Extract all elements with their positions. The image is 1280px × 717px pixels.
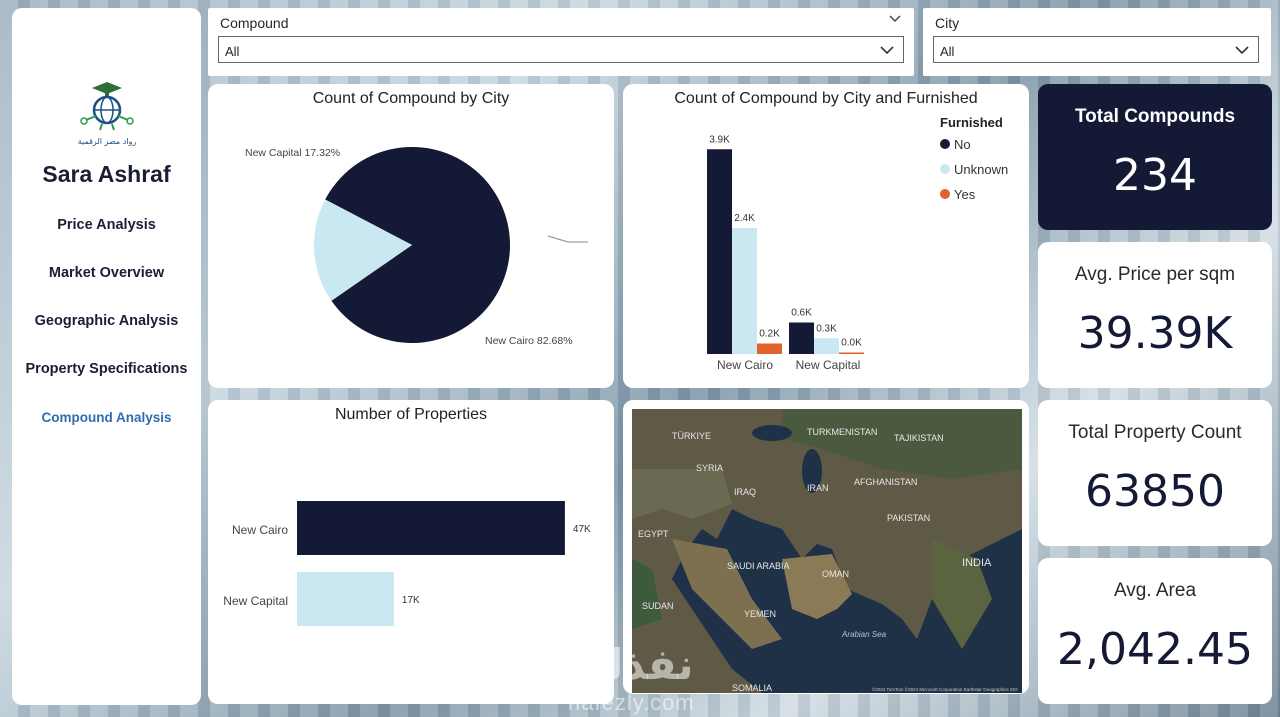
kpi-avg-price-value: 39.39K xyxy=(1077,308,1233,359)
kpi-avg-price-title: Avg. Price per sqm xyxy=(1074,264,1236,285)
pie-chart-card: Count of Compound by City New Capital 17… xyxy=(208,84,614,388)
compound-slicer-title: Compound xyxy=(220,15,289,31)
kpi-avg-area: Avg. Area 2,042.45 xyxy=(1038,558,1272,704)
map-label-arabian-sea: Arabian Sea xyxy=(841,630,887,639)
compound-dropdown-value: All xyxy=(225,44,240,59)
map-label-tajikistan: TAJIKISTAN xyxy=(894,433,944,443)
y-tick-new-capital: New Capital xyxy=(223,594,288,608)
bar-no-new-cairo[interactable] xyxy=(707,149,732,354)
pie-chart: New Capital 17.32% New Cairo 82.68% xyxy=(245,147,588,347)
kpi-avg-price: Avg. Price per sqm 39.39K xyxy=(1038,242,1272,388)
bar-label-unknown-new-cairo: 2.4K xyxy=(734,213,755,224)
map-label-india: INDIA xyxy=(962,557,992,569)
legend-yes: Yes xyxy=(954,187,976,202)
kpi-total-property-count: Total Property Count 63850 xyxy=(1038,400,1272,546)
watermark: نفذلي xyxy=(565,641,694,688)
kpi-avg-area-value: 2,042.45 xyxy=(1057,624,1253,675)
chevron-down-icon[interactable] xyxy=(888,14,902,24)
kpi-total-property-count-title: Total Property Count xyxy=(1068,422,1242,443)
kpi-total-compounds-value: 234 xyxy=(1113,150,1197,201)
legend-title: Furnished xyxy=(940,115,1003,130)
satellite-map[interactable]: TÜRKIYE TURKMENISTAN TAJIKISTAN SYRIA IR… xyxy=(632,409,1022,693)
bar-label-yes-new-cairo: 0.2K xyxy=(759,329,780,340)
kpi-total-property-count-value: 63850 xyxy=(1085,466,1225,517)
furnished-chart-title: Count of Compound by City and Furnished xyxy=(674,90,978,107)
watermark-url: nafezly.com xyxy=(568,690,695,715)
pie-chart-title: Count of Compound by City xyxy=(312,90,510,107)
map-label-egypt: EGYPT xyxy=(638,529,669,539)
nav-compound-analysis[interactable]: Compound Analysis xyxy=(41,410,172,425)
map-attribution: ©2024 TomTom ©2024 Microsoft Corporation… xyxy=(872,686,1018,692)
legend-no-swatch xyxy=(940,139,950,149)
map-label-saudi-arabia: SAUDI ARABIA xyxy=(727,561,790,571)
legend-unknown-swatch xyxy=(940,164,950,174)
map-label-somalia: SOMALIA xyxy=(732,683,772,693)
city-slicer: City All xyxy=(923,8,1271,76)
map-label-syria: SYRIA xyxy=(696,463,723,473)
bar-new-capital[interactable] xyxy=(297,572,394,626)
compound-dropdown[interactable]: All xyxy=(218,36,904,63)
y-tick-new-cairo: New Cairo xyxy=(232,523,288,537)
pie-slice-new-capital[interactable] xyxy=(314,199,412,301)
chevron-down-icon xyxy=(1235,46,1249,55)
pie-label-new-capital: New Capital 17.32% xyxy=(245,147,340,159)
nav-property-specifications[interactable]: Property Specifications xyxy=(25,361,188,377)
nav-geographic-analysis[interactable]: Geographic Analysis xyxy=(34,313,179,329)
furnished-bar-chart: 3.9K 2.4K 0.2K 0.6K 0.3K 0.0K New Cairo New C… xyxy=(707,115,1008,372)
properties-chart-title: Number of Properties xyxy=(334,406,488,423)
nav-price-analysis[interactable]: Price Analysis xyxy=(57,217,156,233)
city-dropdown[interactable]: All xyxy=(933,36,1259,63)
bar-label-yes-new-capital: 0.0K xyxy=(841,338,862,349)
kpi-total-compounds-title: Total Compounds xyxy=(1074,106,1236,127)
logo-icon: رواد مصر الرقمية xyxy=(78,82,137,146)
bar-label-no-new-cairo: 3.9K xyxy=(709,134,730,145)
map-label-afghanistan: AFGHANISTAN xyxy=(854,477,917,487)
x-tick-new-capital: New Capital xyxy=(796,358,861,372)
bar-label-unknown-new-capital: 0.3K xyxy=(816,323,837,334)
map-label-turkmenistan: TURKMENISTAN xyxy=(807,427,877,437)
legend-no: No xyxy=(954,137,971,152)
kpi-total-compounds: Total Compounds 234 xyxy=(1038,84,1272,230)
chevron-down-icon xyxy=(880,46,894,55)
bar-label-new-cairo: 47K xyxy=(573,524,591,535)
map-label-pakistan: PAKISTAN xyxy=(887,513,930,523)
bar-unknown-new-capital[interactable] xyxy=(814,338,839,354)
map-card: TÜRKIYE TURKMENISTAN TAJIKISTAN SYRIA IR… xyxy=(623,400,1029,694)
furnished-chart-card: Count of Compound by City and Furnished … xyxy=(623,84,1029,388)
city-slicer-title: City xyxy=(935,15,960,31)
pie-label-new-cairo: New Cairo 82.68% xyxy=(485,335,573,347)
legend-yes-swatch xyxy=(940,189,950,199)
properties-bar-chart: 47K 17K New Cairo New Capital xyxy=(223,501,591,626)
bar-label-new-capital: 17K xyxy=(402,595,420,606)
kpi-avg-area-title: Avg. Area xyxy=(1113,580,1197,601)
map-label-oman: OMAN xyxy=(822,569,849,579)
owner-name: Sara Ashraf xyxy=(42,161,171,187)
map-label-turkiye: TÜRKIYE xyxy=(672,431,711,441)
map-label-iran: IRAN xyxy=(807,483,829,493)
bar-new-cairo[interactable] xyxy=(297,501,565,555)
city-dropdown-value: All xyxy=(940,44,955,59)
map-label-sudan: SUDAN xyxy=(642,601,674,611)
bar-no-new-capital[interactable] xyxy=(789,322,814,355)
svg-text:رواد مصر الرقمية: رواد مصر الرقمية xyxy=(78,137,137,146)
bar-label-no-new-capital: 0.6K xyxy=(791,308,812,319)
properties-chart-card: Number of Properties 47K 17K New Cairo Ne… xyxy=(208,400,614,704)
map-label-yemen: YEMEN xyxy=(744,609,776,619)
pie-slice-new-cairo[interactable] xyxy=(325,147,510,344)
sidebar: رواد مصر الرقمية Sara Ashraf Price Analy… xyxy=(12,8,201,705)
bar-yes-new-cairo[interactable] xyxy=(757,343,782,355)
bar-yes-new-capital[interactable] xyxy=(839,352,864,355)
map-label-iraq: IRAQ xyxy=(734,487,756,497)
bar-unknown-new-cairo[interactable] xyxy=(732,228,757,354)
nav-market-overview[interactable]: Market Overview xyxy=(48,265,165,281)
x-tick-new-cairo: New Cairo xyxy=(717,358,773,372)
compound-slicer: Compound All xyxy=(208,8,914,76)
legend-unknown: Unknown xyxy=(954,162,1008,177)
